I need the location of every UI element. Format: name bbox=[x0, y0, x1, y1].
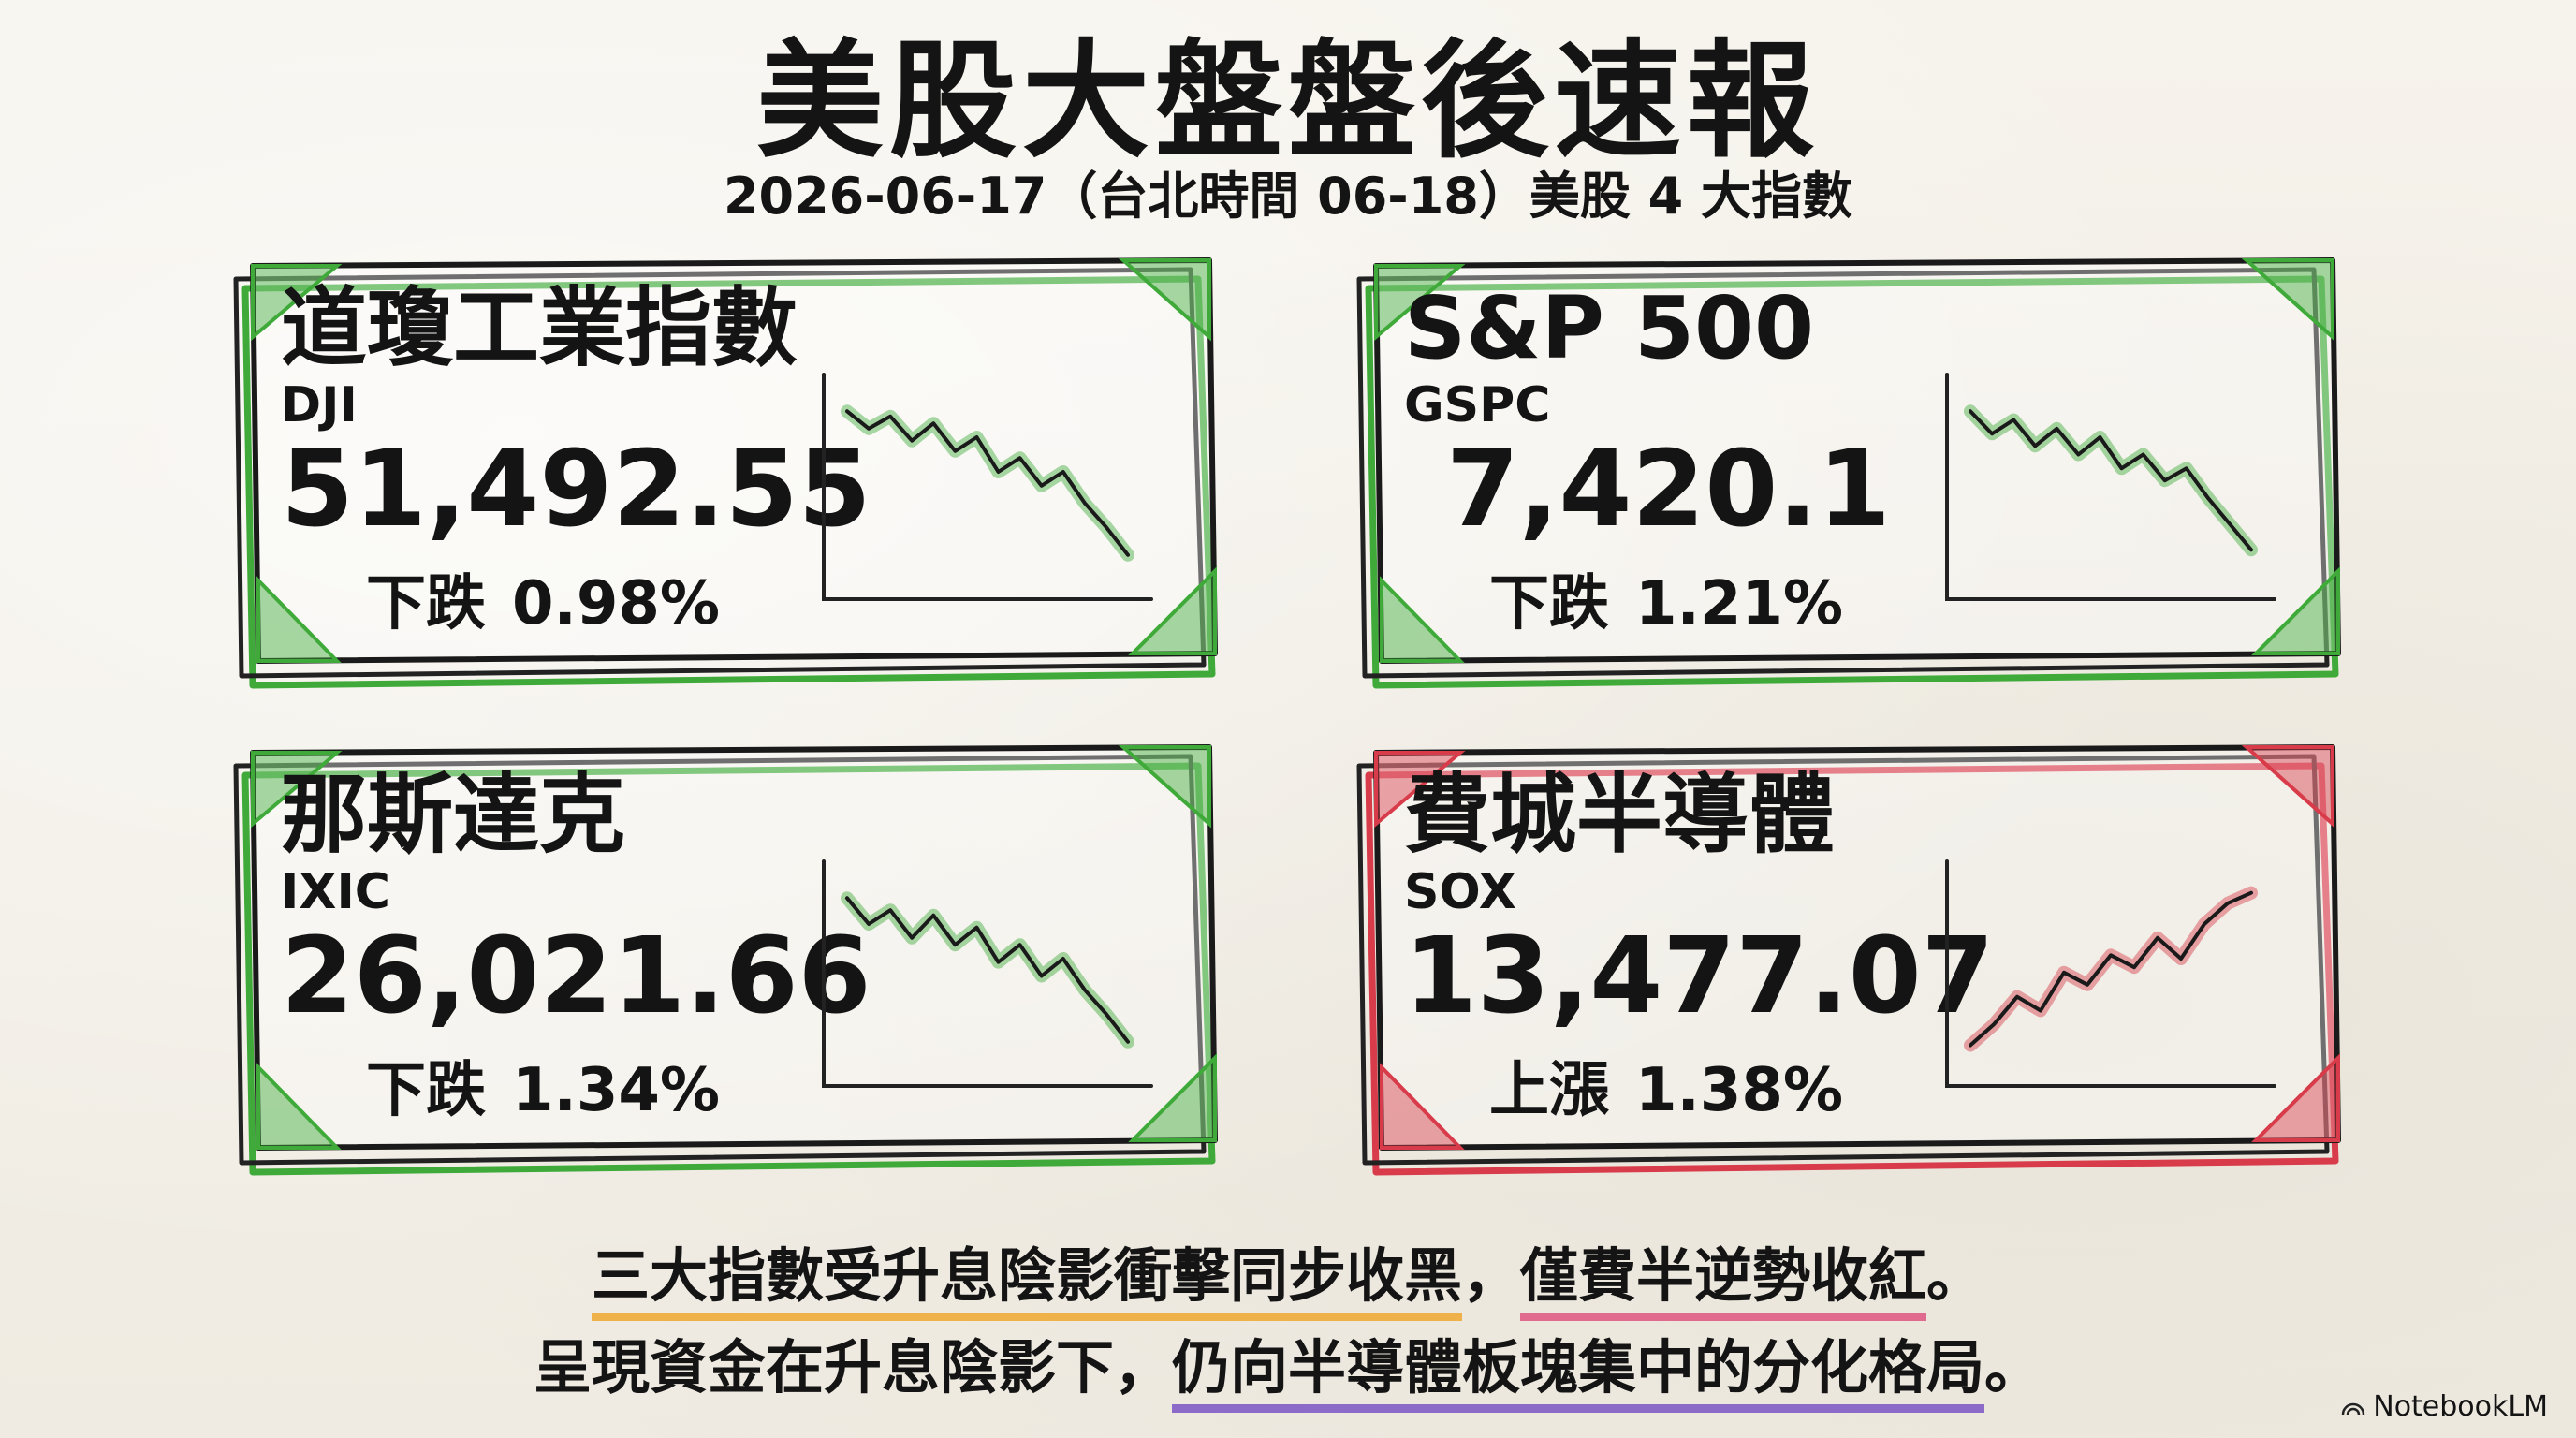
frame-corner-0 bbox=[251, 264, 343, 342]
index-code: GSPC bbox=[1404, 377, 1551, 433]
index-card-ixic: 那斯達克 IXIC 26,021.66 下跌 1.34% bbox=[225, 740, 1226, 1176]
sparkline-axes bbox=[822, 373, 1153, 601]
index-change: 上漲 1.38% bbox=[1404, 1058, 1928, 1123]
frame-back-colored bbox=[1365, 762, 2339, 1176]
index-change: 下跌 0.98% bbox=[281, 571, 805, 637]
change-direction: 下跌 bbox=[365, 1056, 486, 1125]
page-subtitle: 2026-06-17（台北時間 06-18）美股 4 大指數 bbox=[723, 167, 1853, 226]
index-card-sox: 費城半導體 SOX 13,477.07 上漲 1.38% bbox=[1348, 740, 2349, 1176]
frame-corner-2 bbox=[1380, 576, 1465, 663]
index-card-gspc: S&P 500 GSPC 7,420.1 下跌 1.21% bbox=[1348, 253, 2349, 689]
summary-separator: ， bbox=[1461, 1241, 1520, 1310]
index-value: 51,492.55 bbox=[281, 429, 871, 550]
card-frame bbox=[1356, 257, 2341, 689]
frame-back-dark bbox=[233, 267, 1207, 679]
sparkline-line bbox=[845, 896, 1130, 1044]
change-direction: 下跌 bbox=[365, 569, 486, 638]
sparkline-glow bbox=[1964, 404, 2258, 557]
frame-corner-1 bbox=[2241, 745, 2334, 829]
change-direction: 下跌 bbox=[1488, 569, 1609, 638]
frame-corner-3 bbox=[2251, 566, 2340, 655]
index-value: 13,477.07 bbox=[1404, 916, 1995, 1037]
index-change: 下跌 1.21% bbox=[1404, 571, 1928, 637]
sparkline-glow bbox=[1964, 886, 2258, 1052]
index-code: DJI bbox=[281, 377, 358, 433]
notebooklm-brand: NotebookLM bbox=[2341, 1390, 2548, 1423]
summary-highlight-fall: 三大指數受升息陰影衝擊同步收黑 bbox=[591, 1241, 1462, 1322]
index-name: 道瓊工業指數 bbox=[281, 278, 798, 378]
page-title: 美股大盤盤後速報 bbox=[756, 28, 1820, 176]
sparkline-line bbox=[1969, 409, 2253, 552]
sparkline-glow bbox=[841, 404, 1134, 562]
index-card-dji: 道瓊工業指數 DJI 51,492.55 下跌 0.98% bbox=[225, 253, 1226, 689]
frame-corner-3 bbox=[2251, 1053, 2340, 1142]
frame-corner-0 bbox=[1374, 264, 1466, 342]
card-frame bbox=[233, 744, 1218, 1176]
sparkline-axes bbox=[822, 859, 1153, 1088]
frame-back-colored bbox=[1365, 275, 2339, 689]
sparkline-axes bbox=[1945, 859, 2276, 1088]
sparkline-glow bbox=[841, 891, 1134, 1049]
card-frame bbox=[1356, 744, 2341, 1176]
trend-sparkline bbox=[1945, 859, 2276, 1088]
trend-sparkline bbox=[822, 859, 1153, 1088]
summary-period: 。 bbox=[1926, 1241, 1985, 1310]
summary-line-2: 呈現資金在升息陰影下，仍向半導體板塊集中的分化格局。 bbox=[0, 1333, 2576, 1414]
summary-highlight-rise: 僅費半逆勢收紅 bbox=[1520, 1241, 1927, 1322]
frame-corner-0 bbox=[251, 751, 343, 829]
sparkline-axes bbox=[1945, 373, 2276, 601]
index-code: SOX bbox=[1404, 864, 1516, 920]
change-percent: 0.98% bbox=[511, 569, 721, 638]
frame-corner-1 bbox=[1118, 258, 1211, 342]
trend-sparkline bbox=[1945, 373, 2276, 601]
sparkline-line bbox=[1969, 890, 2253, 1048]
summary-period: 。 bbox=[1984, 1333, 2043, 1401]
brand-label: NotebookLM bbox=[2373, 1390, 2548, 1423]
index-name: 費城半導體 bbox=[1404, 765, 1836, 865]
index-value: 26,021.66 bbox=[281, 916, 871, 1037]
change-percent: 1.34% bbox=[511, 1056, 721, 1125]
frame-corner-0 bbox=[1374, 751, 1466, 829]
frame-back-colored bbox=[242, 275, 1216, 689]
trend-sparkline bbox=[822, 373, 1153, 601]
frame-back-dark bbox=[1356, 754, 2330, 1166]
frame-back-colored bbox=[242, 762, 1216, 1176]
index-code: IXIC bbox=[281, 864, 390, 920]
frame-back-dark bbox=[1356, 267, 2330, 679]
frame-corner-2 bbox=[256, 576, 342, 663]
summary-highlight-semis: 仍向半導體板塊集中的分化格局 bbox=[1171, 1333, 1984, 1414]
summary-line-1: 三大指數受升息陰影衝擊同步收黑，僅費半逆勢收紅。 bbox=[0, 1241, 2576, 1322]
summary-text: 呈現資金在升息陰影下， bbox=[533, 1333, 1172, 1401]
index-name: 那斯達克 bbox=[281, 765, 626, 865]
card-frame bbox=[233, 257, 1218, 689]
change-direction: 上漲 bbox=[1488, 1056, 1609, 1125]
change-percent: 1.21% bbox=[1634, 569, 1844, 638]
frame-corner-2 bbox=[1380, 1063, 1465, 1150]
index-name: S&P 500 bbox=[1404, 278, 1814, 378]
change-percent: 1.38% bbox=[1634, 1056, 1844, 1125]
sparkline-line bbox=[845, 409, 1130, 557]
frame-back-dark bbox=[233, 754, 1207, 1166]
notebooklm-logo-icon bbox=[2342, 1402, 2365, 1415]
frame-corner-2 bbox=[256, 1063, 342, 1150]
index-change: 下跌 1.34% bbox=[281, 1058, 805, 1123]
frame-corner-3 bbox=[1128, 1053, 1217, 1142]
index-value: 7,420.1 bbox=[1446, 429, 1891, 550]
frame-corner-1 bbox=[2241, 258, 2334, 342]
frame-corner-1 bbox=[1118, 745, 1211, 829]
frame-corner-3 bbox=[1128, 566, 1217, 655]
